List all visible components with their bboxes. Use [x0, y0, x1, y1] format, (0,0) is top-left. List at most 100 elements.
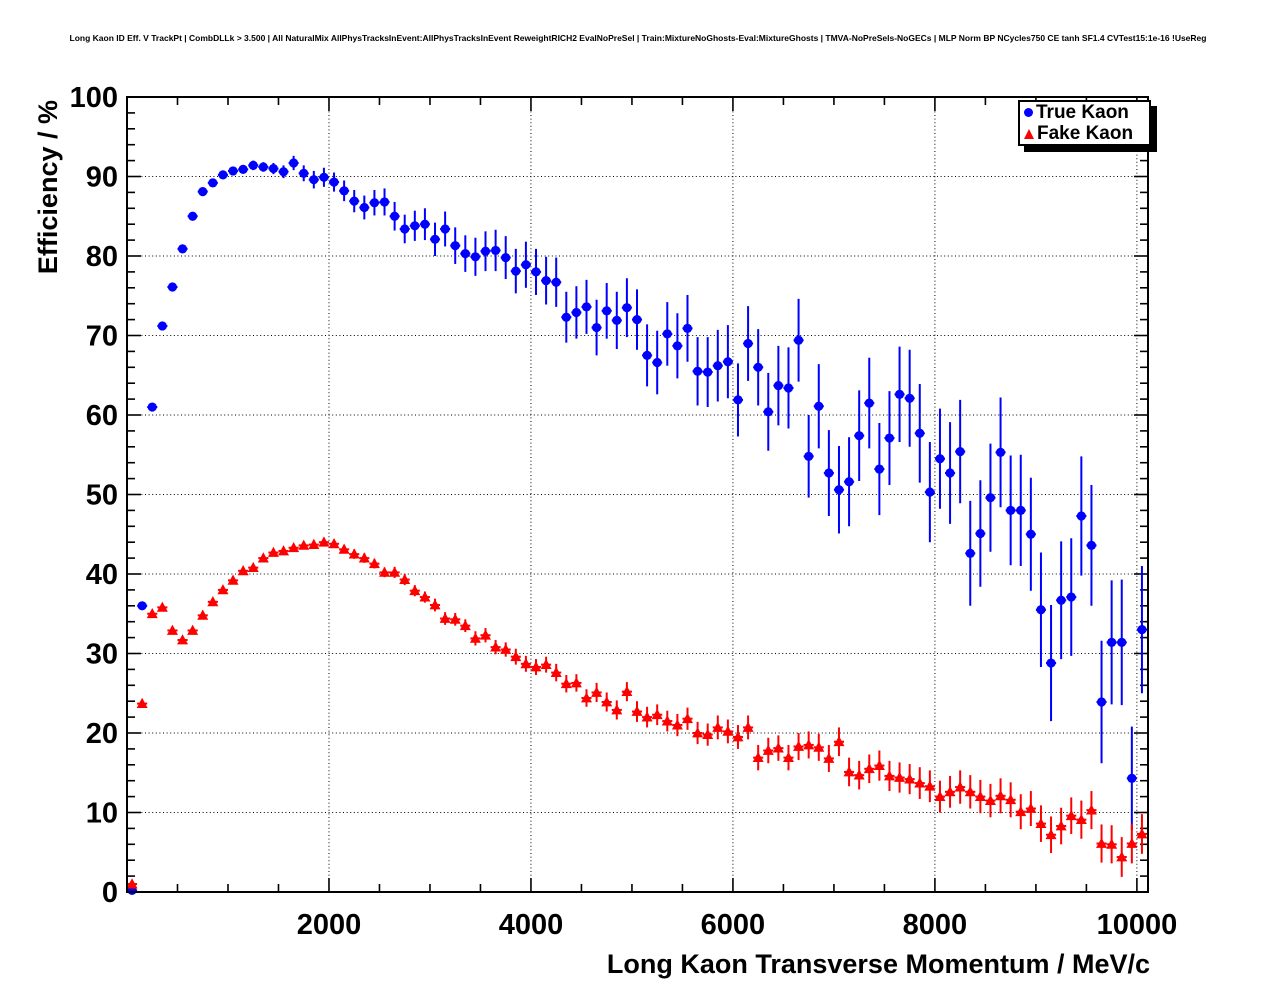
data-point [1136, 828, 1148, 839]
data-point [944, 786, 956, 797]
data-point [612, 315, 622, 325]
data-point [1086, 540, 1097, 550]
data-point [1096, 697, 1107, 707]
data-point [146, 607, 158, 619]
data-point [278, 167, 289, 177]
data-point [349, 196, 359, 206]
data-point [894, 771, 906, 782]
data-point [1127, 773, 1137, 783]
data-point [1055, 820, 1067, 831]
data-point [449, 613, 461, 624]
data-point [480, 629, 492, 640]
data-point [651, 708, 663, 720]
y-tick-label: 0 [102, 877, 118, 909]
data-point [520, 658, 532, 669]
data-point [551, 277, 561, 287]
data-point [268, 163, 279, 174]
data-point [793, 335, 804, 345]
data-point [389, 566, 401, 577]
legend-entry-fake-kaon: Fake Kaon [1020, 123, 1149, 144]
x-tick-labels: 2000 4000 6000 8000 10000 [297, 909, 1177, 941]
data-point [1137, 625, 1147, 635]
data-point [1025, 802, 1037, 813]
data-point [298, 539, 310, 550]
data-point [964, 786, 976, 797]
data-point [823, 752, 835, 763]
data-point [934, 790, 946, 801]
data-point [834, 485, 844, 495]
data-point [975, 528, 985, 539]
chart-dynamic-layer: 2000 4000 6000 8000 10000 0 10 20 30 40 50 60 70 80 90… [70, 82, 1178, 941]
data-point [914, 777, 926, 788]
data-point [743, 338, 753, 349]
data-point [187, 624, 199, 635]
data-point [561, 312, 571, 322]
data-point [409, 584, 421, 596]
data-point [601, 696, 613, 707]
data-point [854, 431, 864, 441]
data-point [1065, 809, 1077, 821]
data-point [470, 252, 481, 262]
data-point [954, 781, 966, 792]
data-point [692, 366, 703, 376]
data-point [460, 249, 470, 259]
data-point [1085, 804, 1097, 815]
data-point [177, 634, 189, 645]
data-point [602, 306, 612, 316]
x-tick-label: 6000 [701, 909, 766, 941]
data-point [1026, 529, 1036, 539]
data-point [348, 548, 360, 559]
data-point [248, 160, 258, 170]
data-point [1056, 595, 1066, 605]
data-point [863, 762, 875, 774]
data-point [521, 260, 531, 270]
data-point [257, 552, 269, 563]
data-point [459, 619, 471, 631]
data-point [247, 561, 259, 573]
data-point [258, 162, 268, 172]
data-point [642, 350, 652, 360]
data-point [469, 632, 481, 643]
data-point [501, 252, 511, 263]
data-point [390, 211, 400, 221]
data-point [671, 719, 683, 730]
data-point [1075, 813, 1087, 825]
data-point [368, 557, 380, 569]
data-point [238, 164, 248, 174]
data-point [319, 172, 329, 182]
data-point [641, 711, 653, 722]
data-point [632, 315, 642, 325]
data-point [681, 712, 693, 724]
data-point [490, 641, 502, 652]
data-point [824, 468, 834, 478]
data-point [358, 552, 370, 563]
data-point [692, 727, 704, 738]
legend-label-true-kaon: True Kaon [1036, 102, 1129, 123]
y-tick-label: 30 [86, 639, 118, 671]
data-point [844, 477, 854, 487]
data-point [925, 487, 935, 497]
data-point [873, 759, 885, 770]
data-point [884, 433, 895, 443]
data-point [338, 543, 350, 554]
data-point [945, 468, 955, 478]
data-point [591, 322, 602, 333]
data-point [1066, 592, 1076, 602]
data-point [570, 677, 582, 688]
data-point [430, 234, 440, 244]
data-point [702, 728, 714, 739]
data-point [753, 362, 763, 372]
data-point [581, 692, 593, 703]
y-tick-label: 40 [86, 559, 118, 591]
data-point [440, 224, 450, 234]
data-point [833, 735, 845, 747]
data-point [560, 677, 572, 689]
data-point [1005, 793, 1017, 805]
data-point [1126, 837, 1138, 848]
data-point [419, 591, 431, 602]
data-point [935, 454, 945, 464]
data-point [218, 170, 228, 180]
data-point [1015, 805, 1027, 817]
